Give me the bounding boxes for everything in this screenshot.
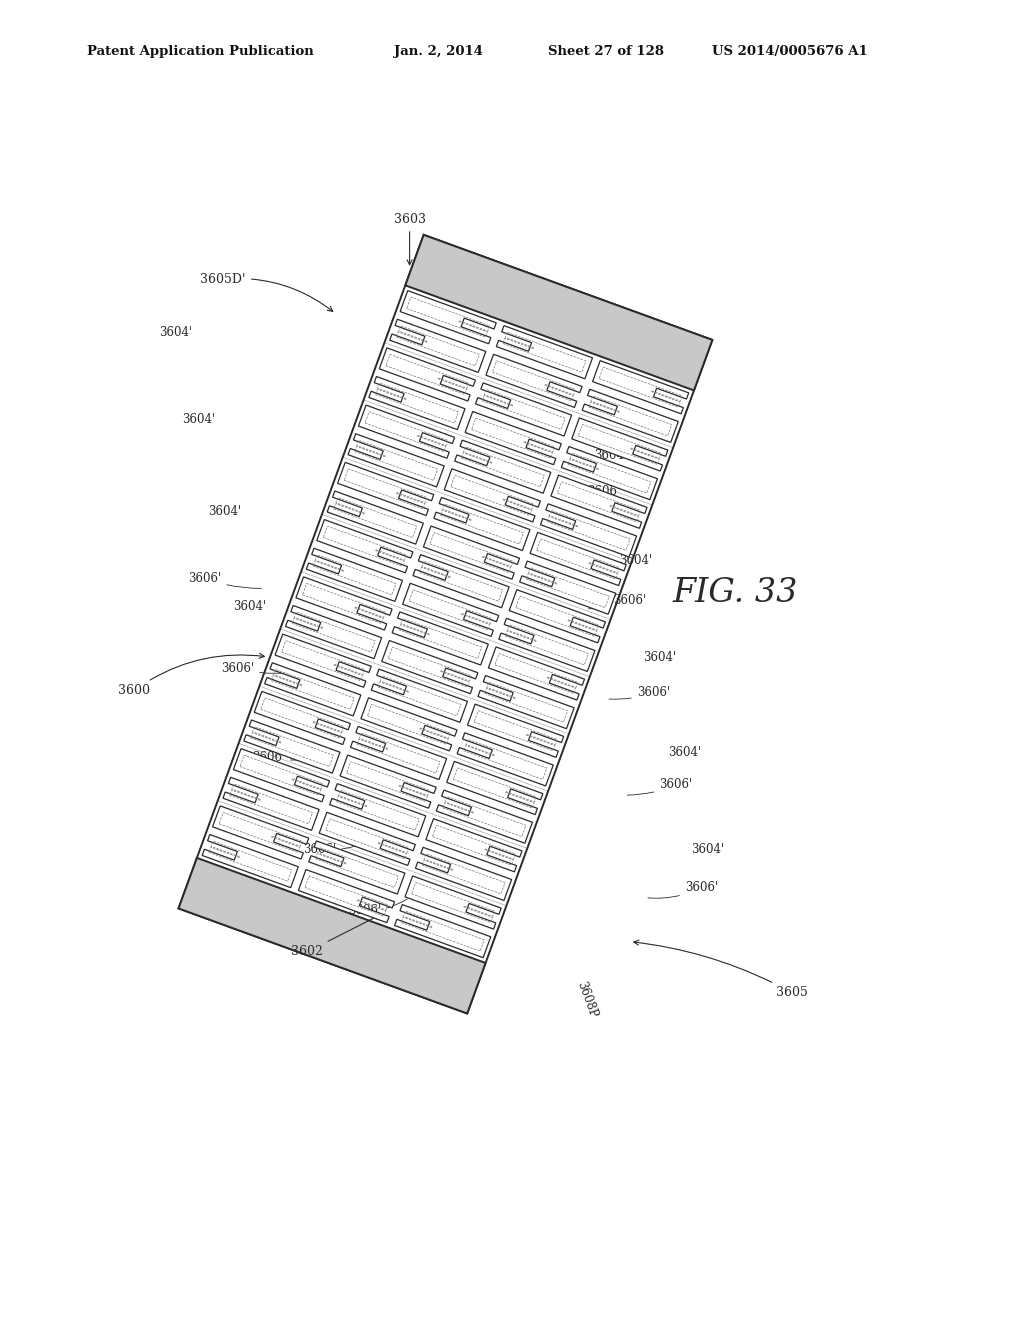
- Text: 3606': 3606': [648, 880, 718, 898]
- Polygon shape: [372, 669, 468, 722]
- Polygon shape: [402, 583, 499, 636]
- Polygon shape: [350, 726, 446, 780]
- Polygon shape: [340, 755, 436, 808]
- Text: FIG. 33: FIG. 33: [673, 577, 798, 610]
- Text: 3600: 3600: [118, 653, 264, 697]
- Polygon shape: [328, 491, 423, 544]
- Text: US 2014/0005676 A1: US 2014/0005676 A1: [712, 45, 867, 58]
- Polygon shape: [446, 762, 543, 814]
- Polygon shape: [551, 475, 647, 528]
- Polygon shape: [499, 618, 595, 672]
- Polygon shape: [309, 841, 404, 894]
- Polygon shape: [360, 698, 457, 751]
- Text: 3604': 3604': [691, 843, 724, 855]
- Polygon shape: [457, 733, 553, 785]
- Text: 3603: 3603: [393, 213, 426, 265]
- Polygon shape: [426, 818, 522, 871]
- Text: 3606': 3606': [628, 779, 692, 795]
- Polygon shape: [444, 469, 541, 521]
- Text: Sheet 27 of 128: Sheet 27 of 128: [548, 45, 664, 58]
- Polygon shape: [306, 548, 402, 602]
- Polygon shape: [392, 612, 488, 665]
- Text: 3604': 3604': [620, 554, 652, 568]
- Text: 3606': 3606': [609, 686, 670, 700]
- Polygon shape: [541, 504, 637, 557]
- Polygon shape: [530, 532, 627, 586]
- Polygon shape: [583, 389, 678, 442]
- Text: 3606': 3606': [252, 751, 323, 764]
- Text: 3604': 3604': [668, 746, 700, 759]
- Polygon shape: [497, 326, 593, 379]
- Polygon shape: [478, 676, 574, 729]
- Polygon shape: [413, 554, 509, 607]
- Polygon shape: [468, 704, 563, 758]
- Polygon shape: [178, 858, 485, 1014]
- Text: 3604': 3604': [594, 449, 627, 462]
- Polygon shape: [213, 807, 308, 859]
- Polygon shape: [423, 525, 519, 579]
- Polygon shape: [286, 606, 382, 659]
- Polygon shape: [571, 418, 668, 471]
- Polygon shape: [254, 692, 350, 744]
- Polygon shape: [593, 360, 689, 413]
- Polygon shape: [338, 462, 434, 516]
- Polygon shape: [406, 235, 713, 391]
- Text: 3608P: 3608P: [574, 979, 599, 1020]
- Polygon shape: [319, 812, 416, 866]
- Text: Patent Application Publication: Patent Application Publication: [87, 45, 313, 58]
- Text: 3604': 3604': [643, 652, 676, 664]
- Polygon shape: [298, 870, 394, 923]
- Polygon shape: [223, 777, 319, 830]
- Polygon shape: [358, 405, 455, 458]
- Polygon shape: [379, 348, 475, 401]
- Polygon shape: [434, 498, 530, 550]
- Text: 3605: 3605: [634, 940, 808, 999]
- Polygon shape: [382, 640, 478, 694]
- Polygon shape: [394, 904, 490, 958]
- Polygon shape: [244, 719, 340, 774]
- Text: 3606': 3606': [303, 841, 370, 855]
- Polygon shape: [296, 577, 392, 630]
- Polygon shape: [486, 354, 582, 408]
- Text: 3605D': 3605D': [201, 272, 333, 312]
- Text: 3602: 3602: [291, 915, 380, 958]
- Polygon shape: [178, 235, 713, 1014]
- Polygon shape: [202, 834, 298, 887]
- Polygon shape: [561, 446, 657, 500]
- Polygon shape: [275, 634, 372, 688]
- Polygon shape: [264, 663, 360, 715]
- Text: 3606': 3606': [188, 572, 261, 589]
- Text: 3604': 3604': [233, 601, 266, 614]
- Polygon shape: [316, 520, 413, 573]
- Text: 3606': 3606': [221, 661, 292, 675]
- Polygon shape: [369, 376, 465, 429]
- Polygon shape: [455, 440, 551, 494]
- Polygon shape: [509, 590, 605, 643]
- Polygon shape: [519, 561, 615, 614]
- Polygon shape: [390, 319, 485, 372]
- Polygon shape: [233, 748, 330, 801]
- Text: 3606': 3606': [566, 484, 621, 498]
- Text: 3606': 3606': [589, 594, 646, 609]
- Text: 3606': 3606': [348, 899, 408, 917]
- Polygon shape: [348, 434, 444, 487]
- Polygon shape: [488, 647, 585, 700]
- Polygon shape: [406, 876, 501, 929]
- Text: 3604': 3604': [208, 506, 241, 517]
- Polygon shape: [465, 412, 561, 465]
- Polygon shape: [416, 847, 512, 900]
- Text: 3604': 3604': [182, 413, 215, 426]
- Polygon shape: [400, 290, 497, 343]
- Text: Jan. 2, 2014: Jan. 2, 2014: [394, 45, 483, 58]
- Polygon shape: [330, 784, 426, 837]
- Text: 3604': 3604': [159, 326, 191, 339]
- Polygon shape: [436, 791, 532, 843]
- Polygon shape: [475, 383, 571, 436]
